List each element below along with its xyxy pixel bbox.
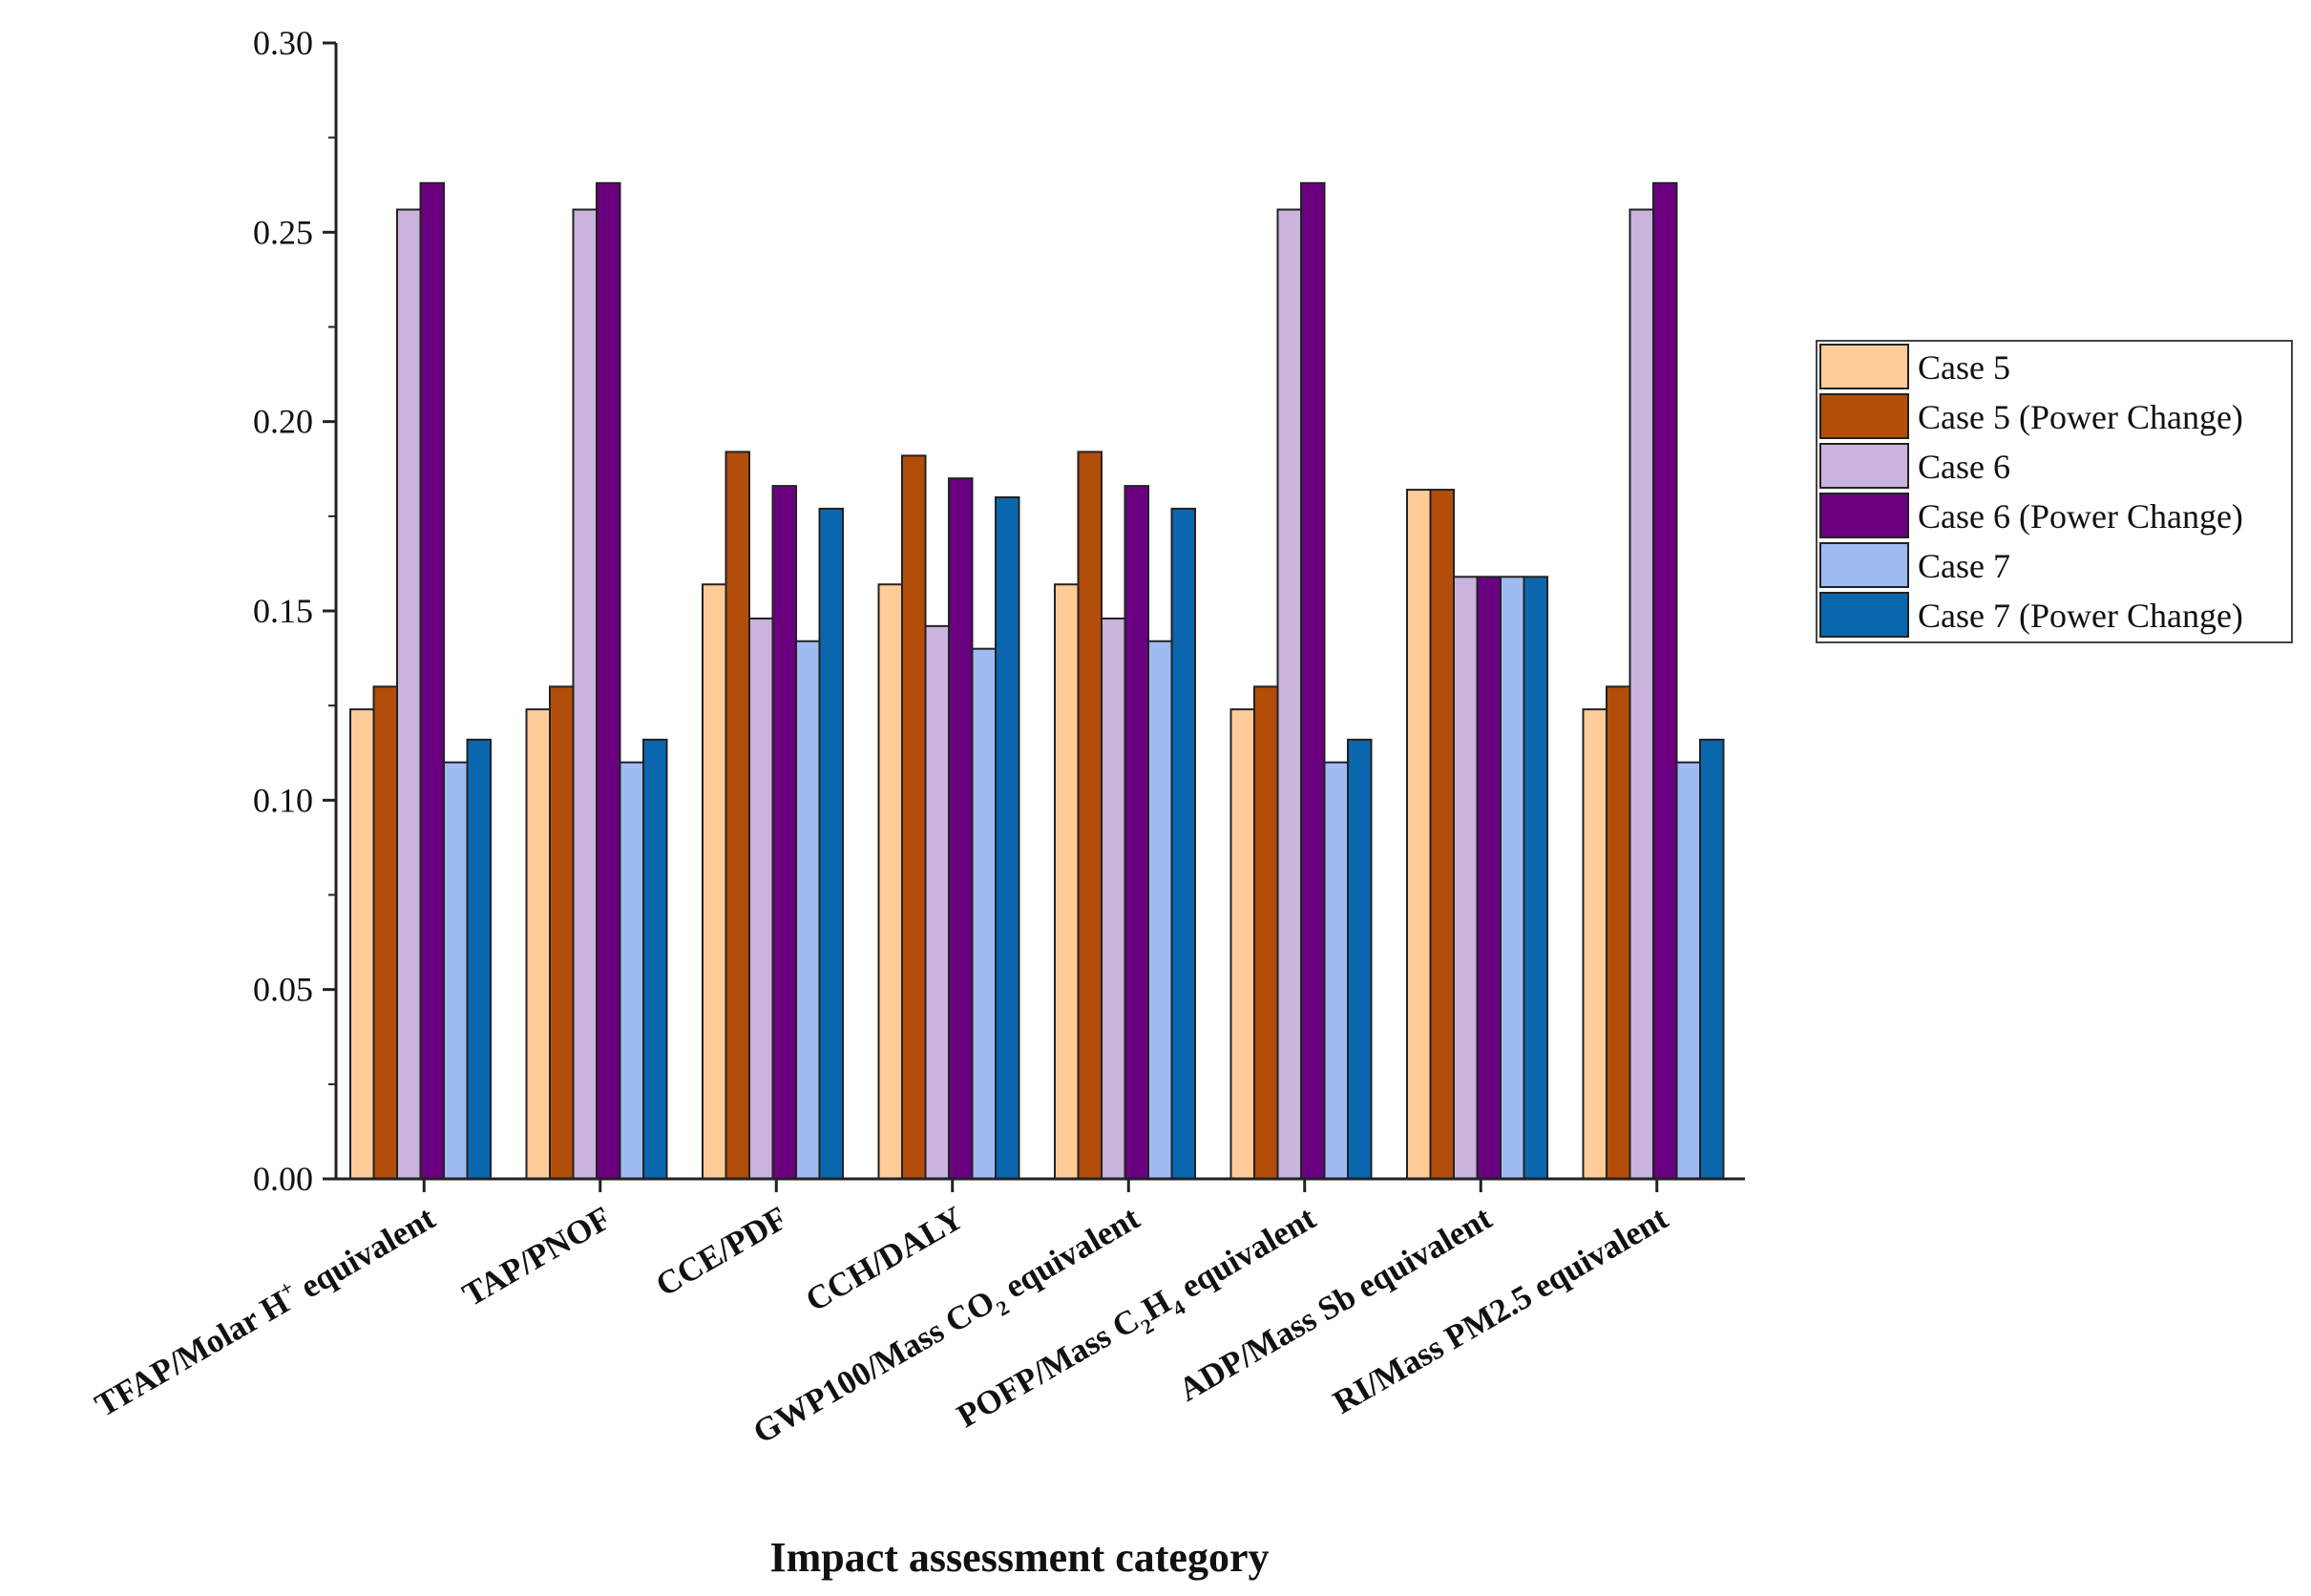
- bar: [971, 647, 997, 1180]
- bar: [1229, 708, 1255, 1181]
- y-tick-label: 0.15: [253, 592, 313, 630]
- y-tick-label: 0.30: [253, 24, 313, 62]
- bar: [396, 208, 422, 1181]
- bar: [1453, 576, 1479, 1180]
- bar: [1077, 451, 1103, 1180]
- bar: [1147, 640, 1173, 1180]
- bar: [725, 451, 750, 1180]
- bar: [748, 617, 774, 1180]
- legend-label: Case 5: [1918, 348, 2010, 387]
- bar: [1429, 489, 1455, 1180]
- bar: [795, 640, 821, 1180]
- bar: [572, 208, 598, 1181]
- bar: [466, 738, 492, 1180]
- bar: [818, 507, 844, 1180]
- bar: [1675, 761, 1701, 1181]
- bar: [1253, 685, 1279, 1180]
- bar: [1500, 576, 1525, 1180]
- x-category-label: TFAP/Molar H+ equivalent: [87, 1196, 441, 1424]
- bar: [1699, 738, 1725, 1180]
- x-category-label: TAP/PNOF: [456, 1199, 618, 1313]
- bar: [702, 583, 727, 1180]
- bar: [443, 761, 469, 1181]
- bar: [1300, 181, 1326, 1180]
- legend-swatch: [1819, 443, 1909, 489]
- bar: [1606, 685, 1631, 1180]
- legend: Case 5 Case 5 (Power Change) Case 6 Case 6 …: [1816, 340, 2293, 643]
- legend-swatch: [1819, 592, 1909, 638]
- legend-swatch: [1819, 542, 1909, 588]
- bar: [1476, 576, 1502, 1180]
- legend-label: Case 5 (Power Change): [1918, 398, 2243, 436]
- bar: [1652, 181, 1678, 1180]
- bar: [948, 477, 974, 1180]
- legend-label: Case 6 (Power Change): [1918, 497, 2243, 536]
- bar: [419, 181, 445, 1180]
- bar: [1582, 708, 1607, 1181]
- bar: [1406, 489, 1432, 1180]
- legend-label: Case 7: [1918, 547, 2010, 585]
- legend-label: Case 7 (Power Change): [1918, 597, 2243, 635]
- bar: [349, 708, 375, 1181]
- x-category-labels: TFAP/Molar H+ equivalent TAP/PNOF CCE/PDF C…: [87, 1179, 1674, 1451]
- x-category-label: RI/Mass PM2.5 equivalent: [1327, 1199, 1674, 1421]
- bar: [619, 761, 644, 1181]
- bar: [901, 454, 927, 1181]
- x-category-label: CCE/PDF: [649, 1199, 793, 1304]
- legend-swatch: [1819, 393, 1909, 439]
- bar: [1628, 208, 1654, 1181]
- bar: [995, 496, 1020, 1180]
- y-tick-label: 0.10: [253, 781, 313, 819]
- legend-swatch: [1819, 344, 1909, 389]
- bar: [924, 624, 950, 1180]
- legend-swatch: [1819, 493, 1909, 538]
- bar: [1523, 576, 1548, 1180]
- y-tick-label: 0.25: [253, 213, 313, 251]
- bar: [1276, 208, 1302, 1181]
- y-tick-label: 0.05: [253, 971, 313, 1009]
- bar: [525, 708, 551, 1181]
- x-axis-title: Impact assessment category: [770, 1534, 1270, 1581]
- bar: [372, 685, 398, 1180]
- bar: [596, 181, 621, 1180]
- y-tick-label: 0.20: [253, 403, 313, 441]
- bars: [349, 181, 1725, 1181]
- bar: [642, 738, 668, 1180]
- bar: [877, 583, 903, 1180]
- bar: [1124, 485, 1149, 1181]
- x-category-label: CCH/DALY: [799, 1199, 969, 1319]
- y-tick-label: 0.00: [253, 1160, 313, 1198]
- bar: [1101, 617, 1126, 1180]
- bar: [549, 685, 575, 1180]
- legend-label: Case 6: [1918, 448, 2010, 486]
- bar: [1170, 507, 1196, 1180]
- x-category-label: ADP/Mass Sb equivalent: [1172, 1199, 1498, 1409]
- bar: [1323, 761, 1349, 1181]
- bar: [771, 485, 797, 1181]
- bar: [1054, 583, 1080, 1180]
- y-ticks: 0.00 0.05 0.10 0.15 0.20 0.25 0.30: [253, 24, 336, 1198]
- bar: [1347, 738, 1373, 1180]
